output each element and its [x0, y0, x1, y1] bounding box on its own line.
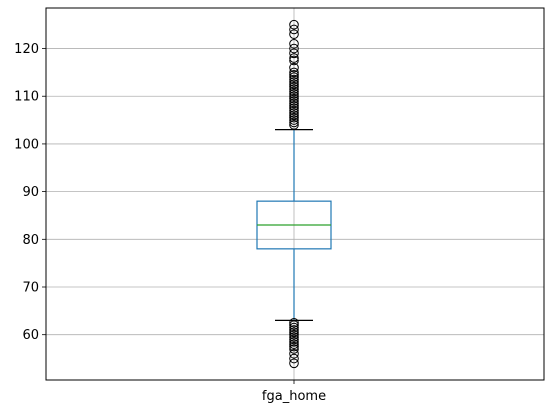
outlier-point: [289, 24, 299, 35]
outlier-point: [289, 332, 299, 342]
outlier-layer: [289, 19, 299, 369]
outlier-point: [289, 358, 299, 369]
y-tick-label-60: 60: [22, 328, 39, 343]
outlier-point: [289, 322, 299, 333]
outlier-point: [289, 48, 299, 59]
outlier-point: [289, 112, 299, 123]
outlier-point: [289, 93, 299, 104]
outlier-point: [289, 67, 299, 78]
outlier-point: [289, 74, 299, 85]
y-tick-label-70: 70: [22, 281, 39, 296]
x-tick-label-0: fga_home: [262, 389, 326, 404]
outlier-point: [289, 320, 299, 330]
outlier-point: [289, 327, 299, 338]
grid-layer: [46, 8, 544, 380]
outlier-point: [289, 339, 299, 350]
outlier-point: [289, 100, 299, 111]
outlier-point: [289, 334, 299, 345]
outlier-point: [289, 353, 299, 364]
outlier-point: [289, 72, 299, 82]
outlier-point: [289, 108, 299, 118]
outlier-point: [289, 110, 299, 121]
outlier-point: [289, 115, 299, 125]
y-tick-label-120: 120: [14, 42, 39, 57]
outlier-point: [289, 69, 299, 80]
outlier-point: [289, 103, 299, 113]
outlier-point: [289, 19, 299, 30]
outlier-point: [289, 348, 299, 359]
outlier-point: [289, 91, 299, 102]
outlier-point: [289, 77, 299, 87]
outlier-point: [289, 62, 299, 73]
y-tick-label-80: 80: [22, 233, 39, 248]
outlier-point: [289, 120, 299, 130]
tick-layer: 60 70 80 90 100 110 120 fga_home: [14, 42, 326, 404]
outlier-point: [289, 329, 299, 340]
outlier-point: [289, 55, 299, 66]
outlier-point: [289, 43, 299, 54]
outlier-point: [289, 81, 299, 92]
outlier-point: [289, 341, 299, 352]
outlier-point: [289, 105, 299, 116]
axes-layer: [45, 7, 545, 381]
outlier-point: [289, 98, 299, 109]
axes-frame: [45, 7, 545, 381]
outlier-point: [289, 117, 299, 128]
outlier-point: [289, 38, 299, 49]
outlier-point: [289, 29, 299, 40]
outlier-point: [289, 337, 299, 347]
outlier-point: [289, 79, 299, 90]
box-layer: [256, 129, 332, 321]
outlier-point: [289, 317, 299, 328]
y-tick-label-110: 110: [14, 90, 39, 105]
outlier-point: [289, 344, 299, 354]
outlier-point: [289, 53, 299, 63]
outlier-point: [289, 86, 299, 97]
y-tick-label-90: 90: [22, 185, 39, 200]
outlier-point: [289, 84, 299, 94]
outlier-point: [289, 96, 299, 106]
outlier-point: [289, 89, 299, 99]
y-tick-label-100: 100: [14, 137, 39, 152]
outlier-point: [289, 325, 299, 335]
